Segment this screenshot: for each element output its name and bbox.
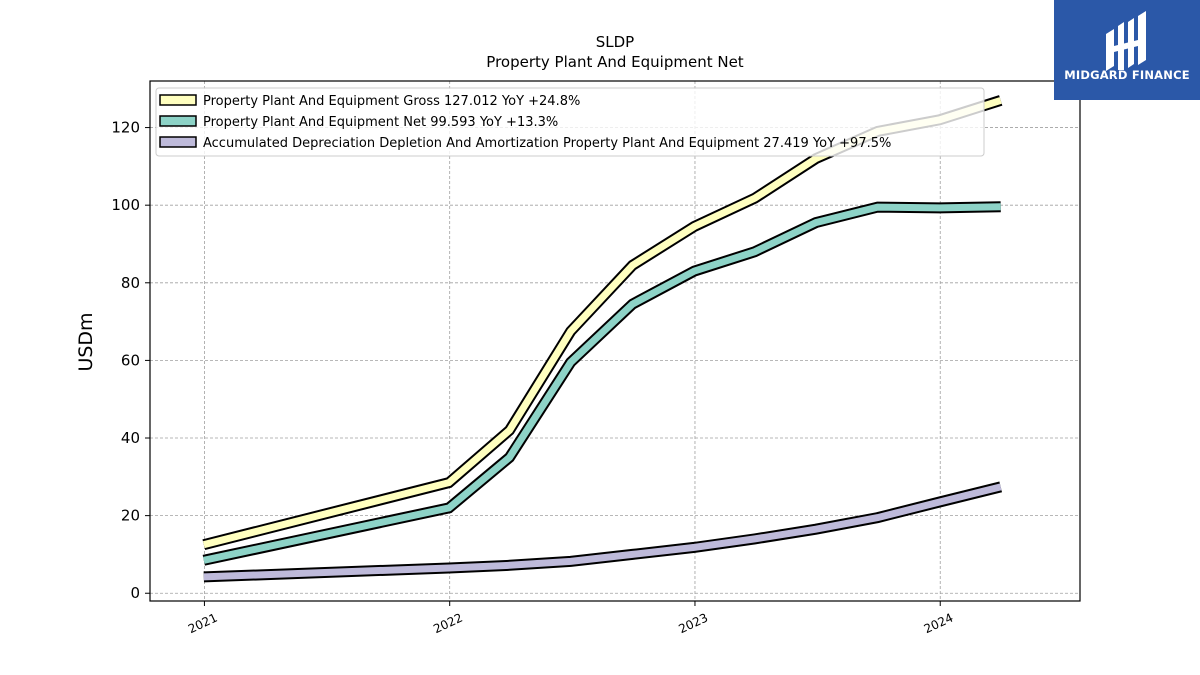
legend-label-2: Accumulated Depreciation Depletion And A… — [203, 136, 891, 151]
chart-title: SLDP — [595, 33, 635, 51]
legend-swatch-2 — [159, 136, 197, 148]
series-lines — [202, 95, 1003, 583]
series-line-2 — [203, 483, 1002, 581]
legend-swatch-0 — [159, 94, 197, 106]
series-line-1 — [203, 203, 1001, 564]
x-tick-label: 2021 — [186, 611, 220, 637]
legend: Property Plant And Equipment Gross 127.0… — [155, 87, 985, 157]
series-line-outline-0 — [202, 95, 1003, 551]
legend-label-1: Property Plant And Equipment Net 99.593 … — [203, 115, 558, 130]
x-tick-label: 2024 — [922, 611, 956, 637]
y-tick-label: 120 — [111, 119, 140, 137]
y-tick-label: 20 — [121, 507, 140, 525]
y-tick-label: 0 — [130, 584, 140, 602]
y-axis-label: USDm — [75, 312, 97, 371]
y-tick-label: 100 — [111, 196, 140, 214]
brand-logo: MIDGARD FINANCE — [1054, 0, 1200, 100]
logo-text: MIDGARD FINANCE — [1064, 68, 1190, 82]
x-tick-label: 2023 — [676, 611, 710, 637]
y-tick-label: 40 — [121, 429, 140, 447]
x-tick-label: 2022 — [431, 611, 465, 637]
logo-mark-icon — [1106, 11, 1146, 71]
y-tick-label: 60 — [121, 351, 140, 369]
chart-subtitle: Property Plant And Equipment Net — [486, 53, 744, 71]
y-tick-label: 80 — [121, 274, 140, 292]
legend-label-0: Property Plant And Equipment Gross 127.0… — [203, 94, 580, 109]
legend-box — [155, 87, 985, 157]
series-line-0 — [202, 97, 1002, 549]
series-line-outline-1 — [202, 201, 1001, 566]
legend-swatch-1 — [159, 115, 197, 127]
plot-frame — [149, 80, 1081, 602]
